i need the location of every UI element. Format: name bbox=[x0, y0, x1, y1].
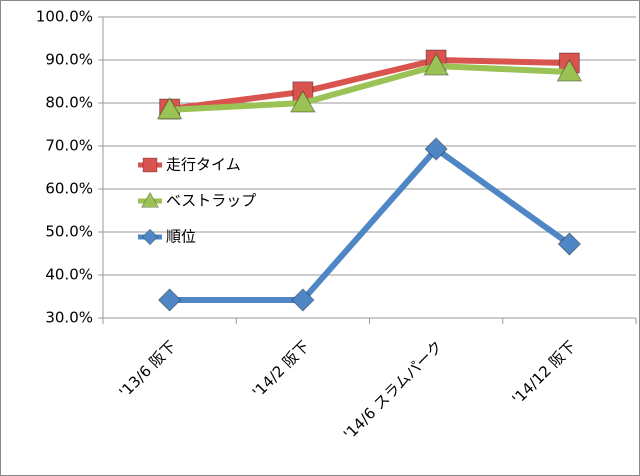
data-point bbox=[556, 59, 583, 82]
series-line bbox=[169, 146, 572, 303]
data-point bbox=[157, 288, 182, 312]
data-point bbox=[423, 53, 449, 76]
data-point bbox=[290, 89, 316, 113]
legend-marker bbox=[141, 228, 159, 246]
series-group bbox=[156, 53, 583, 120]
y-tick-label: 50.0% bbox=[45, 223, 93, 241]
data-point bbox=[291, 288, 315, 312]
legend-symbol bbox=[141, 228, 159, 246]
legend-marker bbox=[140, 191, 160, 208]
series-line bbox=[169, 63, 570, 113]
y-tick-label: 60.0% bbox=[45, 180, 93, 198]
series-line bbox=[169, 57, 570, 112]
y-tick-label: 40.0% bbox=[45, 266, 93, 284]
legend-label: 順位 bbox=[166, 228, 196, 246]
legend-label: ベストラップ bbox=[166, 192, 256, 210]
y-tick-label: 30.0% bbox=[45, 309, 93, 327]
legend-label: 走行タイム bbox=[166, 156, 241, 174]
series-group bbox=[157, 137, 582, 312]
legend-symbol bbox=[140, 191, 160, 208]
data-point bbox=[424, 137, 448, 161]
y-tick-label: 100.0% bbox=[36, 8, 93, 26]
legend-symbol bbox=[142, 157, 158, 173]
data-point bbox=[557, 232, 582, 256]
data-point bbox=[156, 96, 183, 120]
y-tick-label: 80.0% bbox=[45, 94, 93, 112]
y-tick-label: 90.0% bbox=[45, 51, 93, 69]
legend-marker bbox=[142, 157, 158, 173]
y-tick-label: 70.0% bbox=[45, 137, 93, 155]
